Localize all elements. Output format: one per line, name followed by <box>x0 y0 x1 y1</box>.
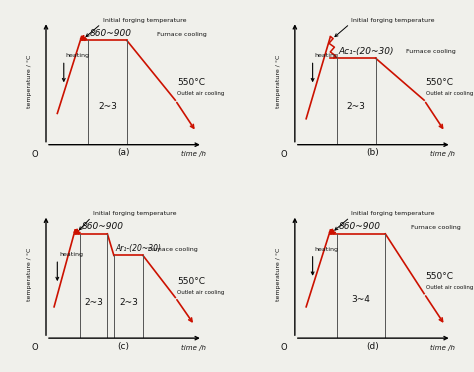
Text: time /h: time /h <box>430 344 455 350</box>
Text: Outlet air cooling: Outlet air cooling <box>426 285 473 290</box>
Text: Initial forging temperature: Initial forging temperature <box>102 17 186 23</box>
Text: 2~3: 2~3 <box>119 298 138 307</box>
Text: Furnace cooling: Furnace cooling <box>157 32 207 36</box>
Text: Furnace cooling: Furnace cooling <box>411 225 461 230</box>
Text: time /h: time /h <box>430 151 455 157</box>
Text: time /h: time /h <box>181 151 206 157</box>
Text: O: O <box>280 150 287 159</box>
Text: 550°C: 550°C <box>177 78 205 87</box>
Text: heating: heating <box>314 53 338 58</box>
Text: 2~3: 2~3 <box>98 102 117 111</box>
Text: Ar₁-(20~30): Ar₁-(20~30) <box>116 244 162 253</box>
Text: temperature / °C: temperature / °C <box>27 54 32 108</box>
Text: heating: heating <box>65 53 90 58</box>
Text: heating: heating <box>314 247 338 251</box>
Text: Furnace cooling: Furnace cooling <box>406 49 456 54</box>
Text: temperature / °C: temperature / °C <box>27 248 32 301</box>
Text: (d): (d) <box>366 342 379 351</box>
Text: (b): (b) <box>366 148 379 157</box>
Text: Initial forging temperature: Initial forging temperature <box>351 211 435 216</box>
Text: 860~900: 860~900 <box>90 29 132 38</box>
Text: Initial forging temperature: Initial forging temperature <box>351 17 435 23</box>
Text: 2~3: 2~3 <box>84 298 103 307</box>
Text: temperature / °C: temperature / °C <box>276 54 281 108</box>
Text: 550°C: 550°C <box>426 78 454 87</box>
Text: Outlet air cooling: Outlet air cooling <box>177 290 224 295</box>
Text: Furnace cooling: Furnace cooling <box>148 247 198 251</box>
Text: 860~900: 860~900 <box>82 222 124 231</box>
Text: 2~3: 2~3 <box>347 102 366 111</box>
Text: Outlet air cooling: Outlet air cooling <box>177 92 224 96</box>
Text: 3~4: 3~4 <box>352 295 371 305</box>
Text: 550°C: 550°C <box>426 272 454 281</box>
Text: 550°C: 550°C <box>177 277 205 286</box>
Text: temperature / °C: temperature / °C <box>276 248 281 301</box>
Text: (c): (c) <box>118 342 129 351</box>
Text: heating: heating <box>59 252 83 257</box>
Text: Initial forging temperature: Initial forging temperature <box>93 211 176 216</box>
Text: 860~900: 860~900 <box>338 222 381 231</box>
Text: O: O <box>31 343 38 352</box>
Text: (a): (a) <box>117 148 130 157</box>
Text: Ac₁-(20~30): Ac₁-(20~30) <box>338 46 394 56</box>
Text: Outlet air cooling: Outlet air cooling <box>426 92 473 96</box>
Text: O: O <box>280 343 287 352</box>
Text: O: O <box>31 150 38 159</box>
Text: time /h: time /h <box>181 344 206 350</box>
